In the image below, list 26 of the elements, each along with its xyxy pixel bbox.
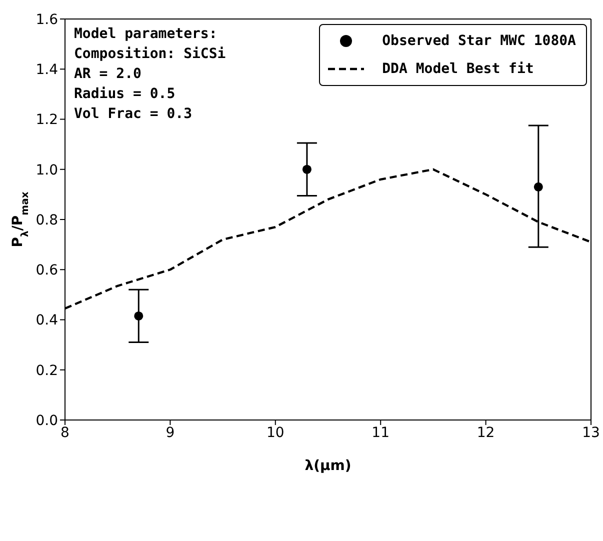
y-tick-label: 0.4 [36,312,58,329]
x-axis-title: λ(μm) [304,458,352,474]
annotation: Model parameters: [74,25,218,44]
y-tick-label: 0.0 [36,412,58,429]
legend-label: Observed Star MWC 1080A [382,33,576,49]
x-tick-label: 10 [266,424,284,441]
y-tick-label: 1.2 [36,112,58,128]
annotation: Vol Frac = 0.3 [74,105,194,124]
annotation: AR = 2.0 [74,65,142,84]
y-tick-label: 0.8 [36,212,58,228]
x-tick-label: 8 [60,424,70,441]
y-tick-label: 1.6 [36,12,58,28]
y-tick-label: 1.4 [36,62,58,78]
point [134,311,144,320]
point [302,164,312,174]
annotation: Composition: SiCSi [74,45,226,64]
x-tick-label: 9 [166,424,175,441]
x-tick-label: 11 [372,424,390,441]
annotation: Radius = 0.5 [74,85,176,104]
x-tick-label: 13 [582,424,600,441]
y-tick-label: 0.2 [36,362,58,379]
point [534,182,543,192]
legend-label: DDA Model Best fit [382,61,534,77]
y-tick-label: 0.6 [36,262,58,279]
y-tick-label: 1.0 [36,162,58,178]
x-tick-label: 12 [476,424,495,441]
